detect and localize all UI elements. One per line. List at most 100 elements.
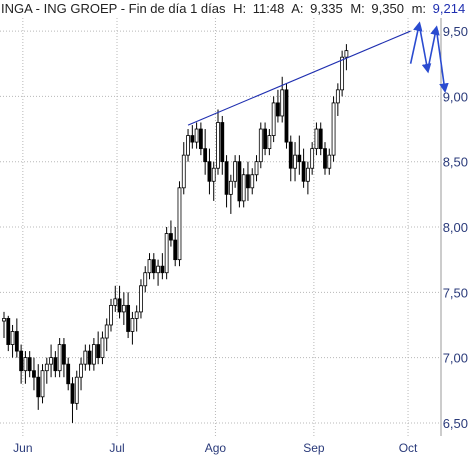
candle-body [284,89,289,143]
candle-body [91,344,96,365]
candle-body [130,318,135,332]
candle [151,253,156,280]
candle [181,142,186,195]
candle-body [220,122,225,163]
y-tick-label: 8,50 [443,155,468,170]
candle [186,129,190,162]
candle-body [173,239,178,261]
candle [143,266,148,293]
candle-body [139,285,143,313]
y-tick-label: 7,50 [443,285,468,300]
candle [276,89,280,123]
projection-arrow [418,24,432,74]
candle-body [216,122,220,169]
candle-body [211,167,216,182]
candle [310,142,315,175]
candle-body [74,376,79,404]
candle-body [44,363,49,372]
candle-body [66,363,71,385]
candle [246,161,250,201]
candle-body [23,357,28,372]
y-tick-label: 6,50 [443,416,468,431]
candle [331,96,336,162]
y-tick-label: 7,00 [443,351,468,366]
header-m-label: M: [350,1,364,16]
candle [177,181,182,267]
candle [121,292,126,325]
header-a-value: 9,335 [310,1,343,16]
candle [271,96,276,143]
header-period: Fin de día 1 días [129,1,226,16]
candle [327,148,332,175]
candle-body [79,363,83,378]
candle [126,292,131,339]
x-axis: Jun Jul Ago Sep Oct [13,441,418,455]
candle [263,122,267,156]
projection-arrow [409,21,423,64]
candle-body [14,331,19,352]
candle-body [198,128,203,150]
candle [220,115,225,175]
candle-body [228,180,233,195]
header-m2-label: m: [412,1,426,16]
candle-body [327,154,332,169]
candle [147,253,152,280]
candle [6,315,11,352]
candle [203,129,208,175]
candle-body [233,161,238,182]
candle-body [62,344,66,365]
candle-body [53,357,58,372]
candle-body [331,102,336,156]
candle-body [57,344,62,372]
candle-body [6,318,11,345]
candle-body [203,148,208,163]
candle-body [49,357,53,365]
candle-body [36,376,41,398]
candle-body [250,174,255,189]
candle [314,122,319,156]
candle [14,318,19,358]
candle-body [169,233,173,241]
candle-body [104,324,109,339]
candle [100,331,105,365]
candle-body [246,174,250,189]
candle [323,142,327,175]
candle [194,122,199,149]
candle [19,344,24,384]
candle [23,351,28,384]
candle [228,174,233,214]
candle-body [224,161,229,195]
x-tick-label: Sep [303,441,325,455]
header-a-label: A: [291,1,303,16]
candle [237,155,242,208]
candle-body [87,350,92,365]
projection-arrow [435,28,449,94]
candle [117,285,122,319]
candle [139,279,143,319]
candle-body [258,128,263,163]
candle [241,168,246,208]
candle-body [323,148,327,169]
candle [297,135,302,175]
candle [173,227,178,267]
y-axis: 9,50 9,00 8,50 8,00 7,50 7,00 6,50 [443,24,468,431]
header-h-label: H: [233,1,246,16]
candle-body [305,167,310,182]
candle-body [40,370,45,398]
candle-body [177,187,182,261]
candle [91,338,96,371]
candle-body [126,304,131,332]
candle-body [186,135,190,156]
candle-body [27,357,32,372]
candle [134,305,139,332]
candle [74,370,79,410]
candle [254,155,259,182]
candle [49,344,53,378]
candle-body [340,56,345,91]
resistance-trendline [187,30,411,126]
candle [27,351,32,378]
candle [301,148,306,188]
candle-body [160,265,165,274]
y-tick-label: 9,00 [443,89,468,104]
candle-body [156,265,160,274]
